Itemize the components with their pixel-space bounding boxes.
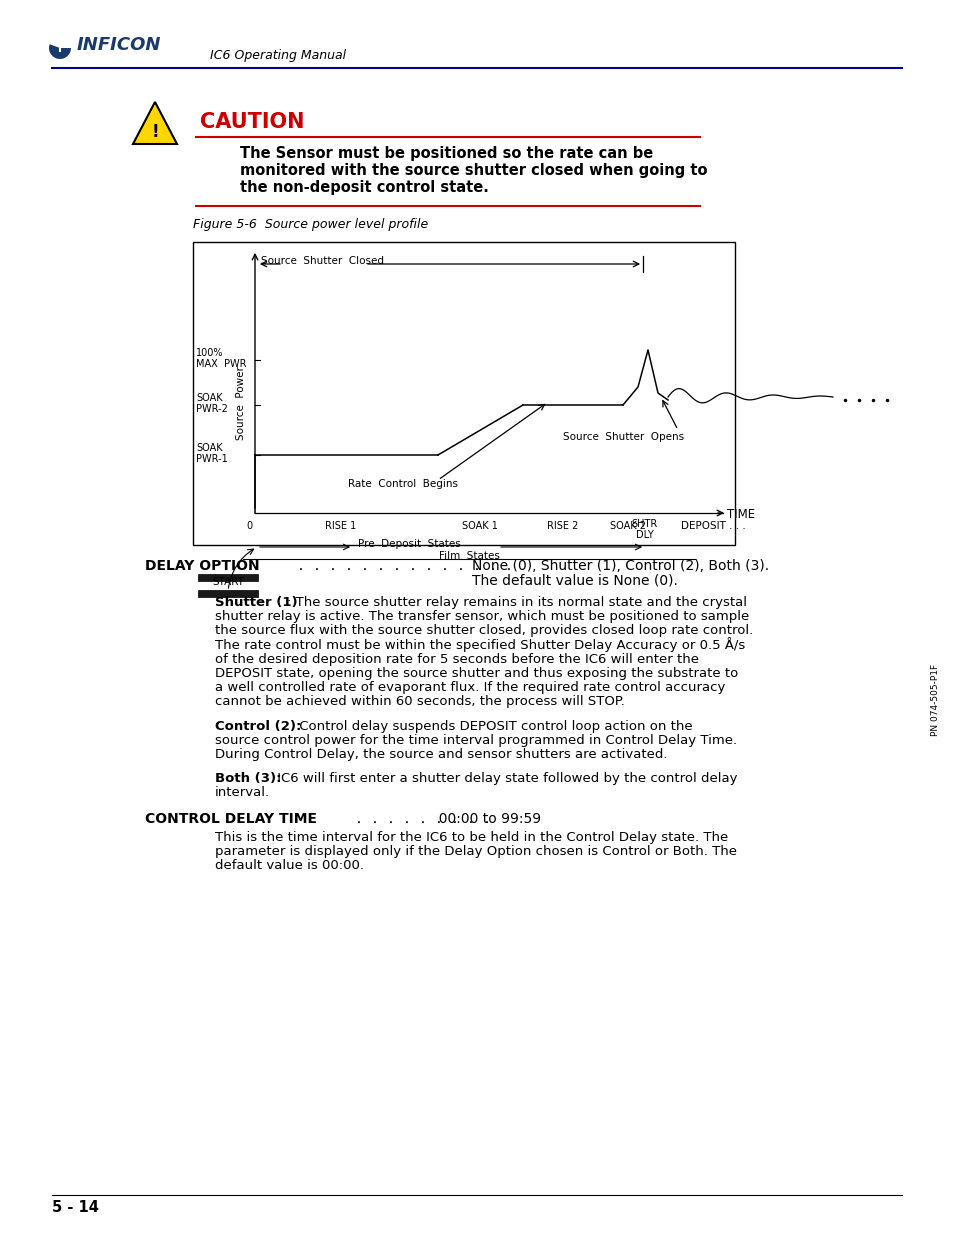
Text: the source flux with the source shutter closed, provides closed loop rate contro: the source flux with the source shutter … [214,625,753,637]
Text: default value is 00:00.: default value is 00:00. [214,860,364,872]
Text: INFICON: INFICON [77,36,161,54]
Text: parameter is displayed only if the Delay Option chosen is Control or Both. The: parameter is displayed only if the Delay… [214,845,737,858]
Text: : The source shutter relay remains in its normal state and the crystal: : The source shutter relay remains in it… [287,597,746,609]
Text: CAUTION: CAUTION [200,112,304,132]
Text: source control power for the time interval programmed in Control Delay Time.: source control power for the time interv… [214,734,737,747]
Text: Pre  Deposit  States: Pre Deposit States [357,538,460,550]
Text: Control (2):: Control (2): [214,720,301,732]
Text: Film  States: Film States [438,551,499,561]
Text: DELAY OPTION: DELAY OPTION [145,559,259,573]
Text: Rate  Control  Begins: Rate Control Begins [348,479,457,489]
Text: PN 074-505-P1F: PN 074-505-P1F [930,664,940,736]
Text: monitored with the source shutter closed when going to: monitored with the source shutter closed… [240,163,707,178]
Text: The Sensor must be positioned so the rate can be: The Sensor must be positioned so the rat… [240,146,653,161]
Text: PWR-2: PWR-2 [195,404,228,414]
Text: RISE 1: RISE 1 [325,521,356,531]
Text: DLY: DLY [636,530,653,540]
Text: During Control Delay, the source and sensor shutters are activated.: During Control Delay, the source and sen… [214,748,667,761]
Text: of the desired deposition rate for 5 seconds before the IC6 will enter the: of the desired deposition rate for 5 sec… [214,653,699,666]
Text: Figure 5-6  Source power level profile: Figure 5-6 Source power level profile [193,219,428,231]
Text: . . . . . . . . .: . . . . . . . . . [355,813,491,826]
Text: 0: 0 [247,521,253,531]
Text: CONTROL DELAY TIME: CONTROL DELAY TIME [145,811,316,826]
Text: TIME: TIME [726,509,755,521]
Text: 100%: 100% [195,348,223,358]
Text: interval.: interval. [214,787,270,799]
Text: Source  Shutter  Closed: Source Shutter Closed [261,256,384,266]
Text: 00:00 to 99:59: 00:00 to 99:59 [430,811,540,826]
Text: a well controlled rate of evaporant flux. If the required rate control accuracy: a well controlled rate of evaporant flux… [214,682,724,694]
Text: RISE 2: RISE 2 [547,521,578,531]
Text: This is the time interval for the IC6 to be held in the Control Delay state. The: This is the time interval for the IC6 to… [214,831,727,844]
Text: None (0), Shutter (1), Control (2), Both (3).: None (0), Shutter (1), Control (2), Both… [472,559,768,573]
Text: Shutter (1): Shutter (1) [214,597,297,609]
Text: DEPOSIT . . .: DEPOSIT . . . [679,521,744,531]
Text: the non-deposit control state.: the non-deposit control state. [240,180,488,195]
Text: SOAK 1: SOAK 1 [461,521,497,531]
Text: SOAK: SOAK [195,393,222,403]
Text: The rate control must be within the specified Shutter Delay Accuracy or 0.5 Å/s: The rate control must be within the spec… [214,636,744,652]
Text: The default value is None (0).: The default value is None (0). [472,574,678,588]
Text: START: START [212,577,244,587]
Bar [193,242,734,545]
Bar [198,590,257,597]
Text: PWR-1: PWR-1 [195,454,228,464]
Bar [198,574,257,580]
Text: IC6 will first enter a shutter delay state followed by the control delay: IC6 will first enter a shutter delay sta… [273,772,737,785]
Text: Both (3):: Both (3): [214,772,281,785]
Polygon shape [132,103,177,144]
Text: . . . . . . . . . . . . . .: . . . . . . . . . . . . . . [296,559,513,573]
Text: DEPOSIT state, opening the source shutter and thus exposing the substrate to: DEPOSIT state, opening the source shutte… [214,667,738,680]
Text: Source  Shutter  Opens: Source Shutter Opens [562,432,683,442]
Text: SHTR: SHTR [631,519,658,529]
Text: SOAK: SOAK [195,443,222,453]
Text: shutter relay is active. The transfer sensor, which must be positioned to sample: shutter relay is active. The transfer se… [214,610,748,624]
Text: cannot be achieved within 60 seconds, the process will STOP.: cannot be achieved within 60 seconds, th… [214,695,624,709]
Text: 5 - 14: 5 - 14 [52,1200,99,1215]
Text: Control delay suspends DEPOSIT control loop action on the: Control delay suspends DEPOSIT control l… [294,720,692,732]
Text: Source  Power: Source Power [235,366,246,440]
Text: !: ! [151,124,158,141]
Wedge shape [49,44,71,59]
Text: IC6 Operating Manual: IC6 Operating Manual [210,48,346,62]
Text: SOAK 2: SOAK 2 [609,521,645,531]
Text: MAX  PWR: MAX PWR [195,359,246,369]
